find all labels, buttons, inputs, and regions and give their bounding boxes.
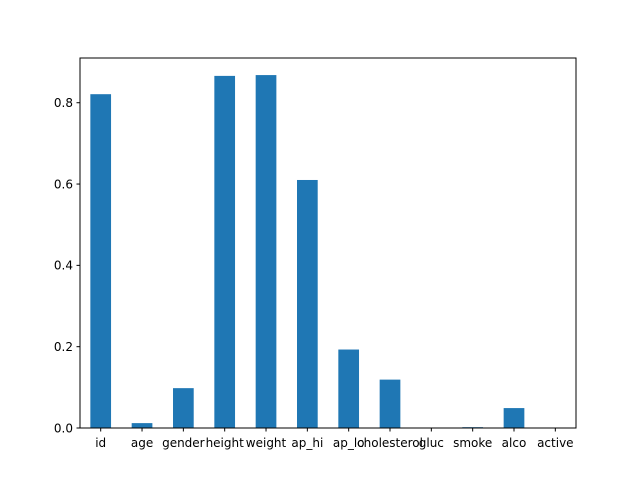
- y-tick-label-3: 0.6: [54, 177, 73, 191]
- x-axis: id age gender height weight ap_hi ap_locholest…: [95, 428, 574, 450]
- x-tick-label-cholesterol: cholesterol: [357, 436, 423, 450]
- x-tick-label-weight: weight: [246, 436, 287, 450]
- bar-age: [131, 423, 153, 428]
- x-tick-label-smoke: smoke: [453, 436, 492, 450]
- x-tick-label-age: age: [131, 436, 153, 450]
- y-tick-label-4: 0.8: [54, 96, 73, 110]
- x-tick-label-id: id: [95, 436, 106, 450]
- y-tick-label-1: 0.2: [54, 340, 73, 354]
- x-tick-label-gluc: gluc: [419, 436, 444, 450]
- y-tick-label-2: 0.4: [54, 259, 73, 273]
- x-tick-label-height: height: [206, 436, 245, 450]
- x-tick-label-ap-lo: ap_lo: [333, 436, 365, 450]
- bar-ap-lo: [338, 349, 360, 428]
- x-tick-label-alco: alco: [502, 436, 527, 450]
- x-tick-label-active: active: [537, 436, 573, 450]
- plot-frame: [79, 57, 577, 429]
- bar-weight: [255, 75, 277, 428]
- bar-ap-hi: [297, 179, 318, 428]
- bar-id: [90, 94, 112, 428]
- bars-group: [90, 75, 525, 428]
- x-tick-label-ap-hi: ap_hi: [291, 436, 323, 450]
- bar-height: [214, 75, 236, 428]
- x-tick-label-gender: gender: [162, 436, 205, 450]
- y-tick-label-0: 0.0: [54, 421, 73, 435]
- y-axis: 0.0 0.2 0.4 0.6 0.8: [54, 96, 80, 435]
- bar-cholesterol: [379, 379, 401, 428]
- bar-gender: [173, 388, 194, 428]
- bar-alco: [503, 408, 525, 428]
